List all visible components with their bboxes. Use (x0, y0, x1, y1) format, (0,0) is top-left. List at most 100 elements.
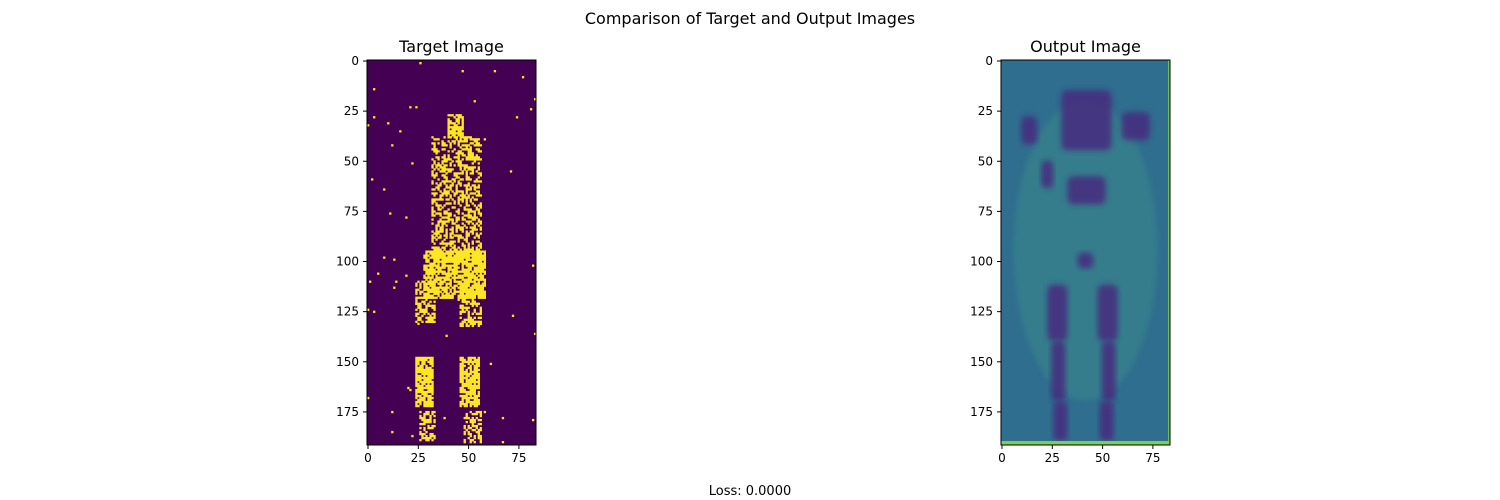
target-pixel (433, 248, 436, 251)
target-pixel (435, 280, 438, 283)
target-pixel (455, 126, 458, 129)
target-pixel (465, 324, 468, 327)
target-pixel (459, 372, 462, 376)
target-pixel (421, 362, 424, 366)
target-pixel (475, 394, 478, 398)
target-pixel (481, 270, 484, 273)
target-pixel (483, 272, 487, 275)
target-pixel (447, 208, 450, 211)
target-pixel (465, 258, 468, 261)
target-pixel (429, 368, 432, 372)
target-pixel (417, 394, 420, 398)
target-pixel (473, 322, 476, 325)
target-pixel (437, 204, 440, 207)
target-pixel (461, 362, 464, 366)
target-pixel (477, 432, 480, 436)
target-pixel (447, 120, 450, 123)
target-pixel (477, 148, 480, 151)
target-pixel (439, 286, 442, 289)
target-pixel (447, 266, 450, 269)
target-pixel (455, 230, 458, 233)
target-pixel (437, 150, 440, 153)
target-pixel (435, 198, 438, 201)
target-pixel (469, 400, 472, 404)
target-pixel (477, 358, 480, 362)
target-pixel (471, 216, 474, 219)
target-pixel (465, 402, 468, 406)
target-pixel (417, 316, 420, 319)
target-pixel (419, 388, 422, 392)
target-pixel (443, 276, 446, 279)
target-pixel (459, 114, 462, 117)
target-pixel (453, 258, 456, 261)
target-pixel (457, 236, 460, 239)
target-pixel (461, 140, 464, 143)
target-pixel (435, 254, 438, 257)
target-pixel (475, 398, 478, 402)
target-pixel (461, 292, 464, 295)
target-pixel (431, 400, 434, 404)
target-pixel (445, 282, 448, 285)
target-pixel (455, 216, 458, 219)
target-pixel (457, 258, 460, 261)
target-pixel (467, 166, 470, 169)
target-pixel (429, 372, 432, 376)
target-pixel (489, 362, 493, 366)
target-pixel (427, 370, 430, 374)
target-pixel (477, 360, 480, 364)
target-pixel (477, 250, 480, 253)
target-pixel (461, 288, 464, 291)
target-pixel (431, 318, 434, 321)
target-pixel (473, 224, 476, 227)
target-pixel (477, 324, 480, 327)
target-pixel (423, 370, 426, 374)
target-pixel (445, 274, 448, 277)
target-pixel (483, 266, 487, 269)
target-pixel (481, 256, 484, 259)
target-pixel (463, 148, 466, 151)
output-dark-region (1099, 400, 1114, 441)
target-pixel (431, 234, 434, 237)
target-pixel (429, 318, 432, 321)
target-pixel (463, 372, 466, 376)
target-pixel (437, 292, 440, 295)
target-pixel (469, 368, 472, 372)
target-pixel (433, 176, 436, 179)
target-pixel (463, 140, 466, 143)
target-pixel (443, 220, 446, 223)
target-pixel (457, 238, 460, 241)
target-pixel (433, 280, 436, 283)
target-pixel (417, 312, 420, 315)
target-pixel (477, 316, 480, 319)
target-pixel (457, 126, 460, 129)
target-pixel (437, 224, 440, 227)
target-pixel (473, 424, 476, 428)
target-pixel (453, 244, 456, 247)
target-pixel (467, 366, 470, 370)
target-pixel (475, 190, 478, 193)
target-pixel (479, 172, 482, 175)
target-pixel (433, 148, 436, 151)
target-pixel (463, 252, 466, 255)
target-pixel (459, 236, 462, 239)
target-pixel (453, 164, 456, 167)
target-pixel (429, 356, 432, 360)
target-pixel (465, 294, 468, 297)
target-pixel (469, 296, 472, 299)
target-pixel (467, 152, 470, 155)
target-pixel (461, 396, 464, 400)
target-pixel (463, 388, 466, 392)
target-pixel (457, 158, 460, 161)
target-pixel (481, 250, 484, 253)
target-pixel (459, 324, 462, 327)
target-pixel (437, 268, 440, 271)
target-pixel (423, 302, 426, 305)
target-pixel (473, 212, 476, 215)
target-pixel (461, 380, 464, 384)
target-pixel (449, 120, 452, 123)
target-pixel (425, 386, 428, 390)
target-pixel (439, 218, 442, 221)
target-pixel (477, 288, 480, 291)
target-pixel (415, 396, 418, 400)
target-pixel (457, 254, 460, 257)
